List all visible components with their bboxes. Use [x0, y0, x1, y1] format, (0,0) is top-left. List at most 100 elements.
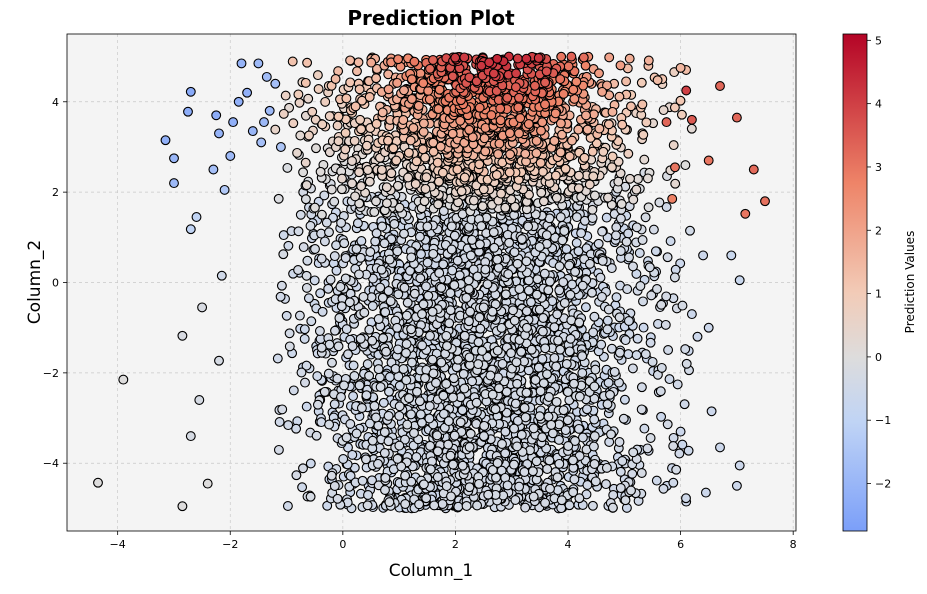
scatter-point: [615, 92, 624, 101]
scatter-point: [629, 364, 638, 373]
scatter-point: [597, 340, 606, 349]
scatter-point: [297, 368, 306, 377]
scatter-point: [301, 378, 310, 387]
scatter-point: [646, 434, 655, 443]
scatter-point: [588, 147, 597, 156]
scatter-point: [453, 165, 462, 174]
scatter-point: [394, 345, 403, 354]
scatter-point: [376, 383, 385, 392]
scatter-point: [449, 460, 458, 469]
scatter-point: [408, 95, 417, 104]
scatter-point: [652, 476, 661, 485]
scatter-point: [639, 323, 648, 332]
scatter-point: [616, 467, 625, 476]
scatter-point: [278, 405, 287, 414]
scatter-point: [659, 484, 668, 493]
scatter-point: [675, 449, 684, 458]
scatter-point: [362, 455, 371, 464]
scatter-point: [466, 429, 475, 438]
scatter-point: [517, 347, 526, 356]
scatter-point: [501, 427, 510, 436]
scatter-point: [353, 67, 362, 76]
scatter-point: [401, 471, 410, 480]
scatter-point: [603, 400, 612, 409]
scatter-point: [565, 152, 574, 161]
scatter-point: [678, 110, 687, 119]
scatter-point: [684, 446, 693, 455]
scatter-point: [513, 379, 522, 388]
scatter-point: [368, 436, 377, 445]
scatter-point: [604, 305, 613, 314]
scatter-point: [326, 275, 335, 284]
scatter-point: [301, 79, 310, 88]
scatter-point: [395, 441, 404, 450]
scatter-point: [330, 197, 339, 206]
scatter-point: [299, 243, 308, 252]
scatter-point: [195, 396, 204, 405]
scatter-point: [644, 203, 653, 212]
scatter-point: [570, 475, 579, 484]
scatter-point: [331, 75, 340, 84]
scatter-point: [400, 86, 409, 95]
scatter-point: [296, 210, 305, 219]
scatter-point: [524, 366, 533, 375]
scatter-point: [276, 292, 285, 301]
scatter-point: [374, 315, 383, 324]
scatter-point: [340, 381, 349, 390]
scatter-point: [472, 398, 481, 407]
scatter-point: [460, 173, 469, 182]
scatter-point: [454, 502, 463, 511]
scatter-point: [374, 365, 383, 374]
scatter-point: [417, 250, 426, 259]
scatter-point: [362, 391, 371, 400]
scatter-point: [535, 243, 544, 252]
scatter-point: [582, 303, 591, 312]
scatter-point: [380, 239, 389, 248]
scatter-point: [334, 137, 343, 146]
scatter-point: [477, 222, 486, 231]
scatter-point: [412, 453, 421, 462]
scatter-point: [209, 165, 218, 174]
scatter-point: [316, 327, 325, 336]
scatter-point: [638, 100, 647, 109]
scatter-point: [346, 78, 355, 87]
scatter-point: [581, 61, 590, 70]
scatter-point: [317, 229, 326, 238]
scatter-point: [444, 417, 453, 426]
scatter-point: [393, 323, 402, 332]
scatter-point: [279, 110, 288, 119]
scatter-point: [324, 369, 333, 378]
scatter-point: [178, 502, 187, 511]
scatter-point: [574, 247, 583, 256]
scatter-point: [588, 288, 597, 297]
scatter-point: [565, 501, 574, 510]
scatter-point: [359, 293, 368, 302]
scatter-point: [627, 486, 636, 495]
scatter-point: [365, 177, 374, 186]
scatter-point: [603, 325, 612, 334]
scatter-point: [265, 106, 274, 115]
scatter-point: [327, 471, 336, 480]
scatter-point: [605, 53, 614, 62]
scatter-point: [505, 238, 514, 247]
scatter-point: [604, 378, 613, 387]
scatter-point: [541, 499, 550, 508]
scatter-point: [338, 174, 347, 183]
scatter-point: [384, 85, 393, 94]
scatter-point: [302, 195, 311, 204]
scatter-point: [608, 152, 617, 161]
scatter-point: [390, 220, 399, 229]
scatter-point: [520, 404, 529, 413]
scatter-point: [348, 451, 357, 460]
scatter-point: [571, 267, 580, 276]
scatter-point: [356, 253, 365, 262]
scatter-point: [443, 342, 452, 351]
scatter-point: [547, 421, 556, 430]
scatter-point: [422, 494, 431, 503]
scatter-point: [313, 372, 322, 381]
scatter-point: [559, 406, 568, 415]
scatter-point: [448, 129, 457, 138]
scatter-point: [302, 271, 311, 280]
scatter-point: [424, 291, 433, 300]
scatter-point: [271, 125, 280, 134]
